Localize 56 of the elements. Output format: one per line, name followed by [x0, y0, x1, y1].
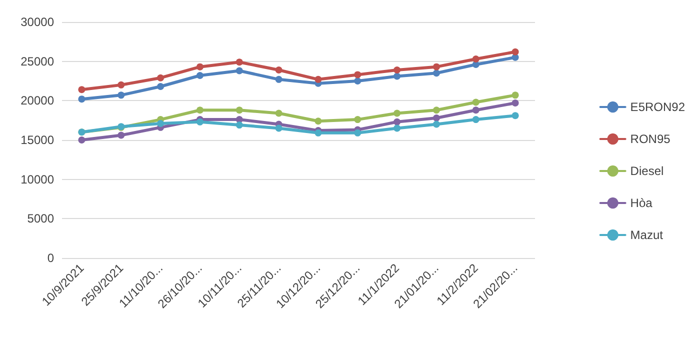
- point: [472, 116, 480, 124]
- point: [394, 72, 401, 80]
- point: [354, 116, 362, 124]
- point: [432, 70, 440, 77]
- point: [118, 81, 125, 88]
- point: [275, 110, 282, 117]
- point: [157, 74, 164, 82]
- y-tick-label: 30000: [20, 15, 54, 29]
- point: [432, 63, 440, 70]
- point: [157, 83, 164, 90]
- point: [472, 55, 480, 62]
- legend-label: Diesel: [630, 164, 664, 178]
- legend-label: E5RON92: [630, 100, 686, 114]
- point: [432, 120, 440, 128]
- point: [472, 106, 480, 114]
- point: [512, 48, 519, 56]
- point: [512, 92, 519, 99]
- point: [394, 124, 401, 132]
- point: [236, 67, 243, 74]
- point: [354, 129, 362, 136]
- point: [472, 98, 480, 106]
- point: [236, 58, 243, 66]
- y-tick-label: 0: [47, 251, 54, 265]
- point: [275, 76, 282, 83]
- point: [354, 78, 362, 84]
- point: [118, 132, 125, 139]
- legend-label: Mazut: [630, 228, 664, 242]
- y-tick-label: 25000: [20, 54, 54, 68]
- legend-label: RON95: [630, 132, 671, 146]
- point: [314, 76, 322, 83]
- point: [78, 136, 86, 144]
- point: [314, 118, 322, 125]
- point: [394, 110, 401, 117]
- y-tick-label: 20000: [20, 94, 54, 108]
- point: [354, 71, 362, 78]
- point: [157, 120, 164, 127]
- point: [512, 100, 519, 107]
- point: [236, 106, 243, 114]
- point: [78, 86, 86, 94]
- point: [196, 72, 204, 79]
- point: [394, 118, 401, 126]
- point: [432, 114, 440, 122]
- point: [275, 124, 282, 132]
- point: [394, 66, 401, 74]
- point: [512, 112, 519, 120]
- legend-label: Hòa: [630, 196, 653, 210]
- point: [275, 66, 282, 74]
- point: [196, 63, 204, 70]
- point: [78, 96, 86, 103]
- y-tick-label: 5000: [27, 212, 54, 226]
- point: [432, 106, 440, 114]
- point: [236, 122, 243, 129]
- y-tick-label: 15000: [20, 133, 54, 147]
- point: [196, 106, 204, 114]
- y-tick-label: 10000: [20, 172, 54, 186]
- point: [118, 92, 125, 99]
